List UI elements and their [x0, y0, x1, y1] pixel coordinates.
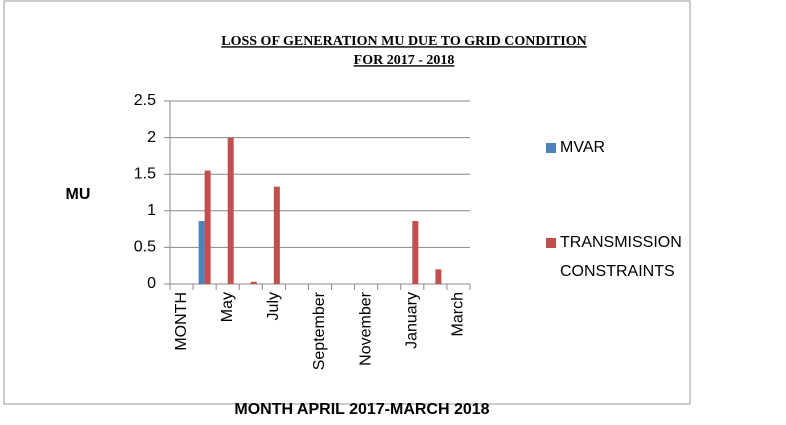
- y-tick-label: 2: [147, 129, 156, 146]
- bar: [412, 221, 419, 284]
- chart-subtitle: FOR 2017 - 2018: [354, 53, 455, 68]
- x-tick-label: May: [219, 292, 236, 322]
- chart-title: LOSS OF GENERATION MU DUE TO GRID CONDIT…: [221, 34, 586, 49]
- legend-swatch: [546, 143, 556, 153]
- legend-label: TRANSMISSION CONSTRAINTS: [560, 234, 682, 280]
- chart-border: [3, 0, 691, 405]
- y-tick-label: 1: [147, 202, 156, 219]
- y-tick-label: 1.5: [134, 165, 156, 182]
- y-tick-label: 0: [147, 275, 156, 292]
- bar: [227, 137, 234, 284]
- bar: [250, 281, 257, 284]
- y-tick-label: 2.5: [134, 92, 156, 109]
- x-tick-label: July: [265, 292, 282, 320]
- x-tick-label: September: [311, 291, 328, 370]
- legend-label: MVAR: [560, 139, 606, 156]
- bar: [204, 170, 211, 284]
- x-tick-label: January: [404, 292, 421, 349]
- bar: [435, 269, 442, 284]
- y-axis-label: MU: [66, 186, 91, 203]
- x-axis-label: MONTH APRIL 2017-MARCH 2018: [234, 401, 489, 418]
- x-tick-label: March: [450, 292, 467, 336]
- bar: [198, 221, 205, 284]
- x-tick-label: MONTH: [173, 292, 190, 351]
- y-tick-label: 0.5: [134, 239, 156, 256]
- bar: [273, 186, 280, 284]
- x-tick-label: November: [357, 291, 374, 365]
- legend-swatch: [546, 238, 556, 248]
